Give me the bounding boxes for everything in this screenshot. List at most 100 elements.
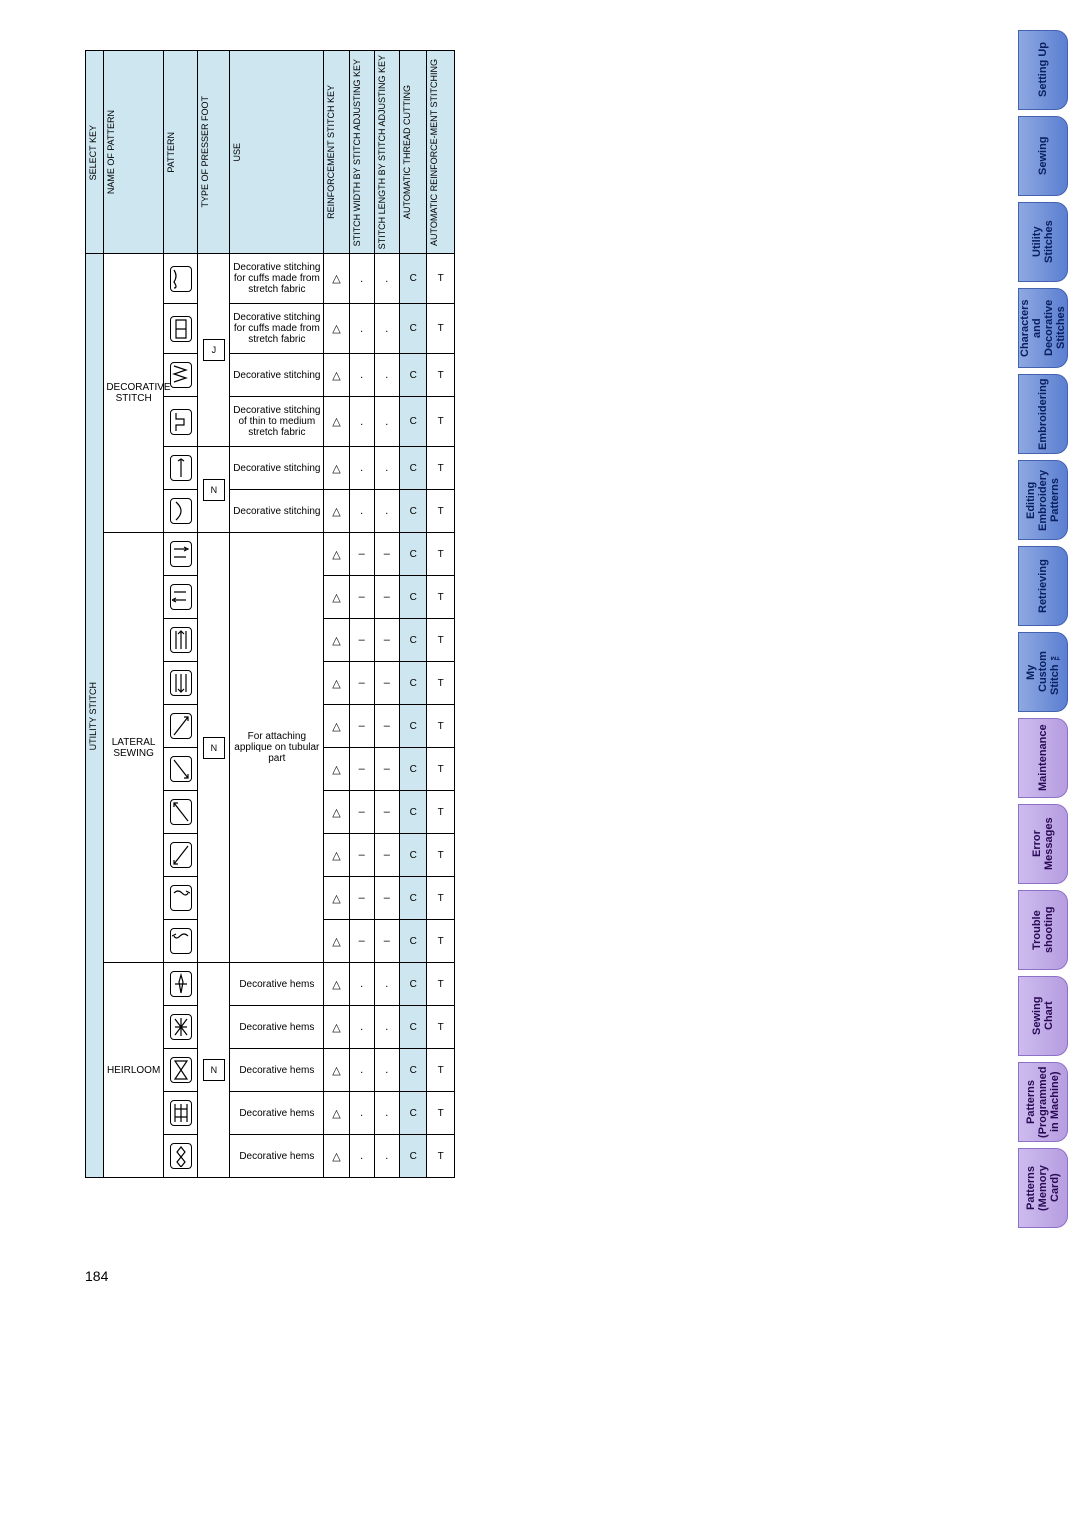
pattern-icon — [170, 455, 192, 481]
cell-value — [324, 447, 349, 490]
pattern-icon — [170, 842, 192, 868]
cell-value — [374, 1049, 399, 1092]
cell-value: C — [399, 834, 427, 877]
cell-value — [374, 254, 399, 304]
cell-value: T — [427, 397, 455, 447]
cell-value: C — [399, 1135, 427, 1178]
cell-value — [349, 662, 374, 705]
cell-value: C — [399, 662, 427, 705]
use-description: Decorative stitching for cuffs made from… — [230, 254, 324, 304]
stitch-chart-table: SELECT KEY NAME OF PATTERN PATTERN TYPE … — [85, 50, 455, 1178]
use-description: Decorative hems — [230, 1049, 324, 1092]
cell-value: C — [399, 963, 427, 1006]
cell-value: T — [427, 447, 455, 490]
cell-value: T — [427, 490, 455, 533]
pattern-icon — [170, 799, 192, 825]
cell-value — [374, 791, 399, 834]
tab-item[interactable]: Maintenance — [1018, 718, 1068, 798]
cell-value: T — [427, 304, 455, 354]
presser-foot-icon: N — [203, 479, 225, 501]
cell-value — [349, 576, 374, 619]
cell-value: T — [427, 1006, 455, 1049]
cell-value — [349, 1006, 374, 1049]
cell-value — [374, 304, 399, 354]
cell-value — [349, 447, 374, 490]
cell-value — [349, 748, 374, 791]
cell-value — [324, 877, 349, 920]
cell-value — [349, 705, 374, 748]
cell-value — [324, 304, 349, 354]
hdr-name-pattern: NAME OF PATTERN — [106, 110, 116, 194]
hdr-auto-rm: AUTOMATIC REINFORCE-MENT STITCHING — [429, 59, 439, 246]
cell-value — [374, 490, 399, 533]
use-description: Decorative hems — [230, 1092, 324, 1135]
cell-value — [374, 705, 399, 748]
pattern-name: HEIRLOOM — [104, 963, 164, 1178]
tab-item[interactable]: Trouble shooting — [1018, 890, 1068, 970]
cell-value — [324, 1092, 349, 1135]
cell-value — [349, 397, 374, 447]
cell-value — [349, 1049, 374, 1092]
page-number: 184 — [85, 1268, 108, 1284]
use-description: Decorative stitching — [230, 490, 324, 533]
cell-value — [374, 1135, 399, 1178]
cell-value — [324, 397, 349, 447]
cell-value: C — [399, 447, 427, 490]
cell-value — [324, 354, 349, 397]
cell-value: C — [399, 533, 427, 576]
pattern-icon — [170, 316, 192, 342]
pattern-icon — [170, 409, 192, 435]
pattern-icon — [170, 713, 192, 739]
tab-item[interactable]: Characters and Decorative Stitches — [1018, 288, 1068, 368]
tab-item[interactable]: Patterns (Memory Card) — [1018, 1148, 1068, 1228]
tab-item[interactable]: Editing Embroidery Patterns — [1018, 460, 1068, 540]
cell-value — [349, 877, 374, 920]
cell-value: T — [427, 533, 455, 576]
cell-value: T — [427, 963, 455, 1006]
cell-value: T — [427, 254, 455, 304]
tab-item[interactable]: Patterns (Programmed in Machine) — [1018, 1062, 1068, 1142]
hdr-pattern: PATTERN — [166, 132, 176, 173]
tab-item[interactable]: Setting Up — [1018, 30, 1068, 110]
pattern-icon — [170, 971, 192, 997]
cell-value: T — [427, 662, 455, 705]
cell-value: C — [399, 877, 427, 920]
pattern-name: DECORATIVE STITCH — [104, 254, 164, 533]
tab-item[interactable]: Sewing — [1018, 116, 1068, 196]
pattern-icon — [170, 670, 192, 696]
use-description: Decorative hems — [230, 963, 324, 1006]
cell-value — [324, 1049, 349, 1092]
hdr-auto-cut: AUTOMATIC THREAD CUTTING — [402, 85, 412, 219]
tab-item[interactable]: Retrieving — [1018, 546, 1068, 626]
cell-value — [349, 791, 374, 834]
tab-item[interactable]: Utility Stitches — [1018, 202, 1068, 282]
use-description: Decorative stitching — [230, 354, 324, 397]
presser-foot-icon: N — [203, 1059, 225, 1081]
cell-value — [324, 1006, 349, 1049]
cell-value: T — [427, 791, 455, 834]
cell-value: T — [427, 1135, 455, 1178]
pattern-name: LATERAL SEWING — [104, 533, 164, 963]
use-description: Decorative stitching for cuffs made from… — [230, 304, 324, 354]
tab-item[interactable]: Embroidering — [1018, 374, 1068, 454]
cell-value: C — [399, 354, 427, 397]
tab-item[interactable]: Error Messages — [1018, 804, 1068, 884]
tab-item[interactable]: Sewing Chart — [1018, 976, 1068, 1056]
cell-value — [349, 533, 374, 576]
presser-foot-icon: N — [203, 737, 225, 759]
cell-value — [374, 354, 399, 397]
cell-value — [374, 834, 399, 877]
pattern-icon — [170, 584, 192, 610]
cell-value — [349, 619, 374, 662]
tab-item[interactable]: My Custom Stitch ™ — [1018, 632, 1068, 712]
use-description: Decorative stitching of thin to medium s… — [230, 397, 324, 447]
cell-value — [374, 963, 399, 1006]
cell-value: T — [427, 920, 455, 963]
use-description: For attaching applique on tubular part — [230, 533, 324, 963]
cell-value — [374, 447, 399, 490]
hdr-foot: TYPE OF PRESSER FOOT — [200, 96, 210, 208]
hdr-reinf: REINFORCEMENT STITCH KEY — [326, 85, 336, 219]
cell-value: T — [427, 1049, 455, 1092]
cell-value — [374, 1006, 399, 1049]
cell-value: T — [427, 619, 455, 662]
